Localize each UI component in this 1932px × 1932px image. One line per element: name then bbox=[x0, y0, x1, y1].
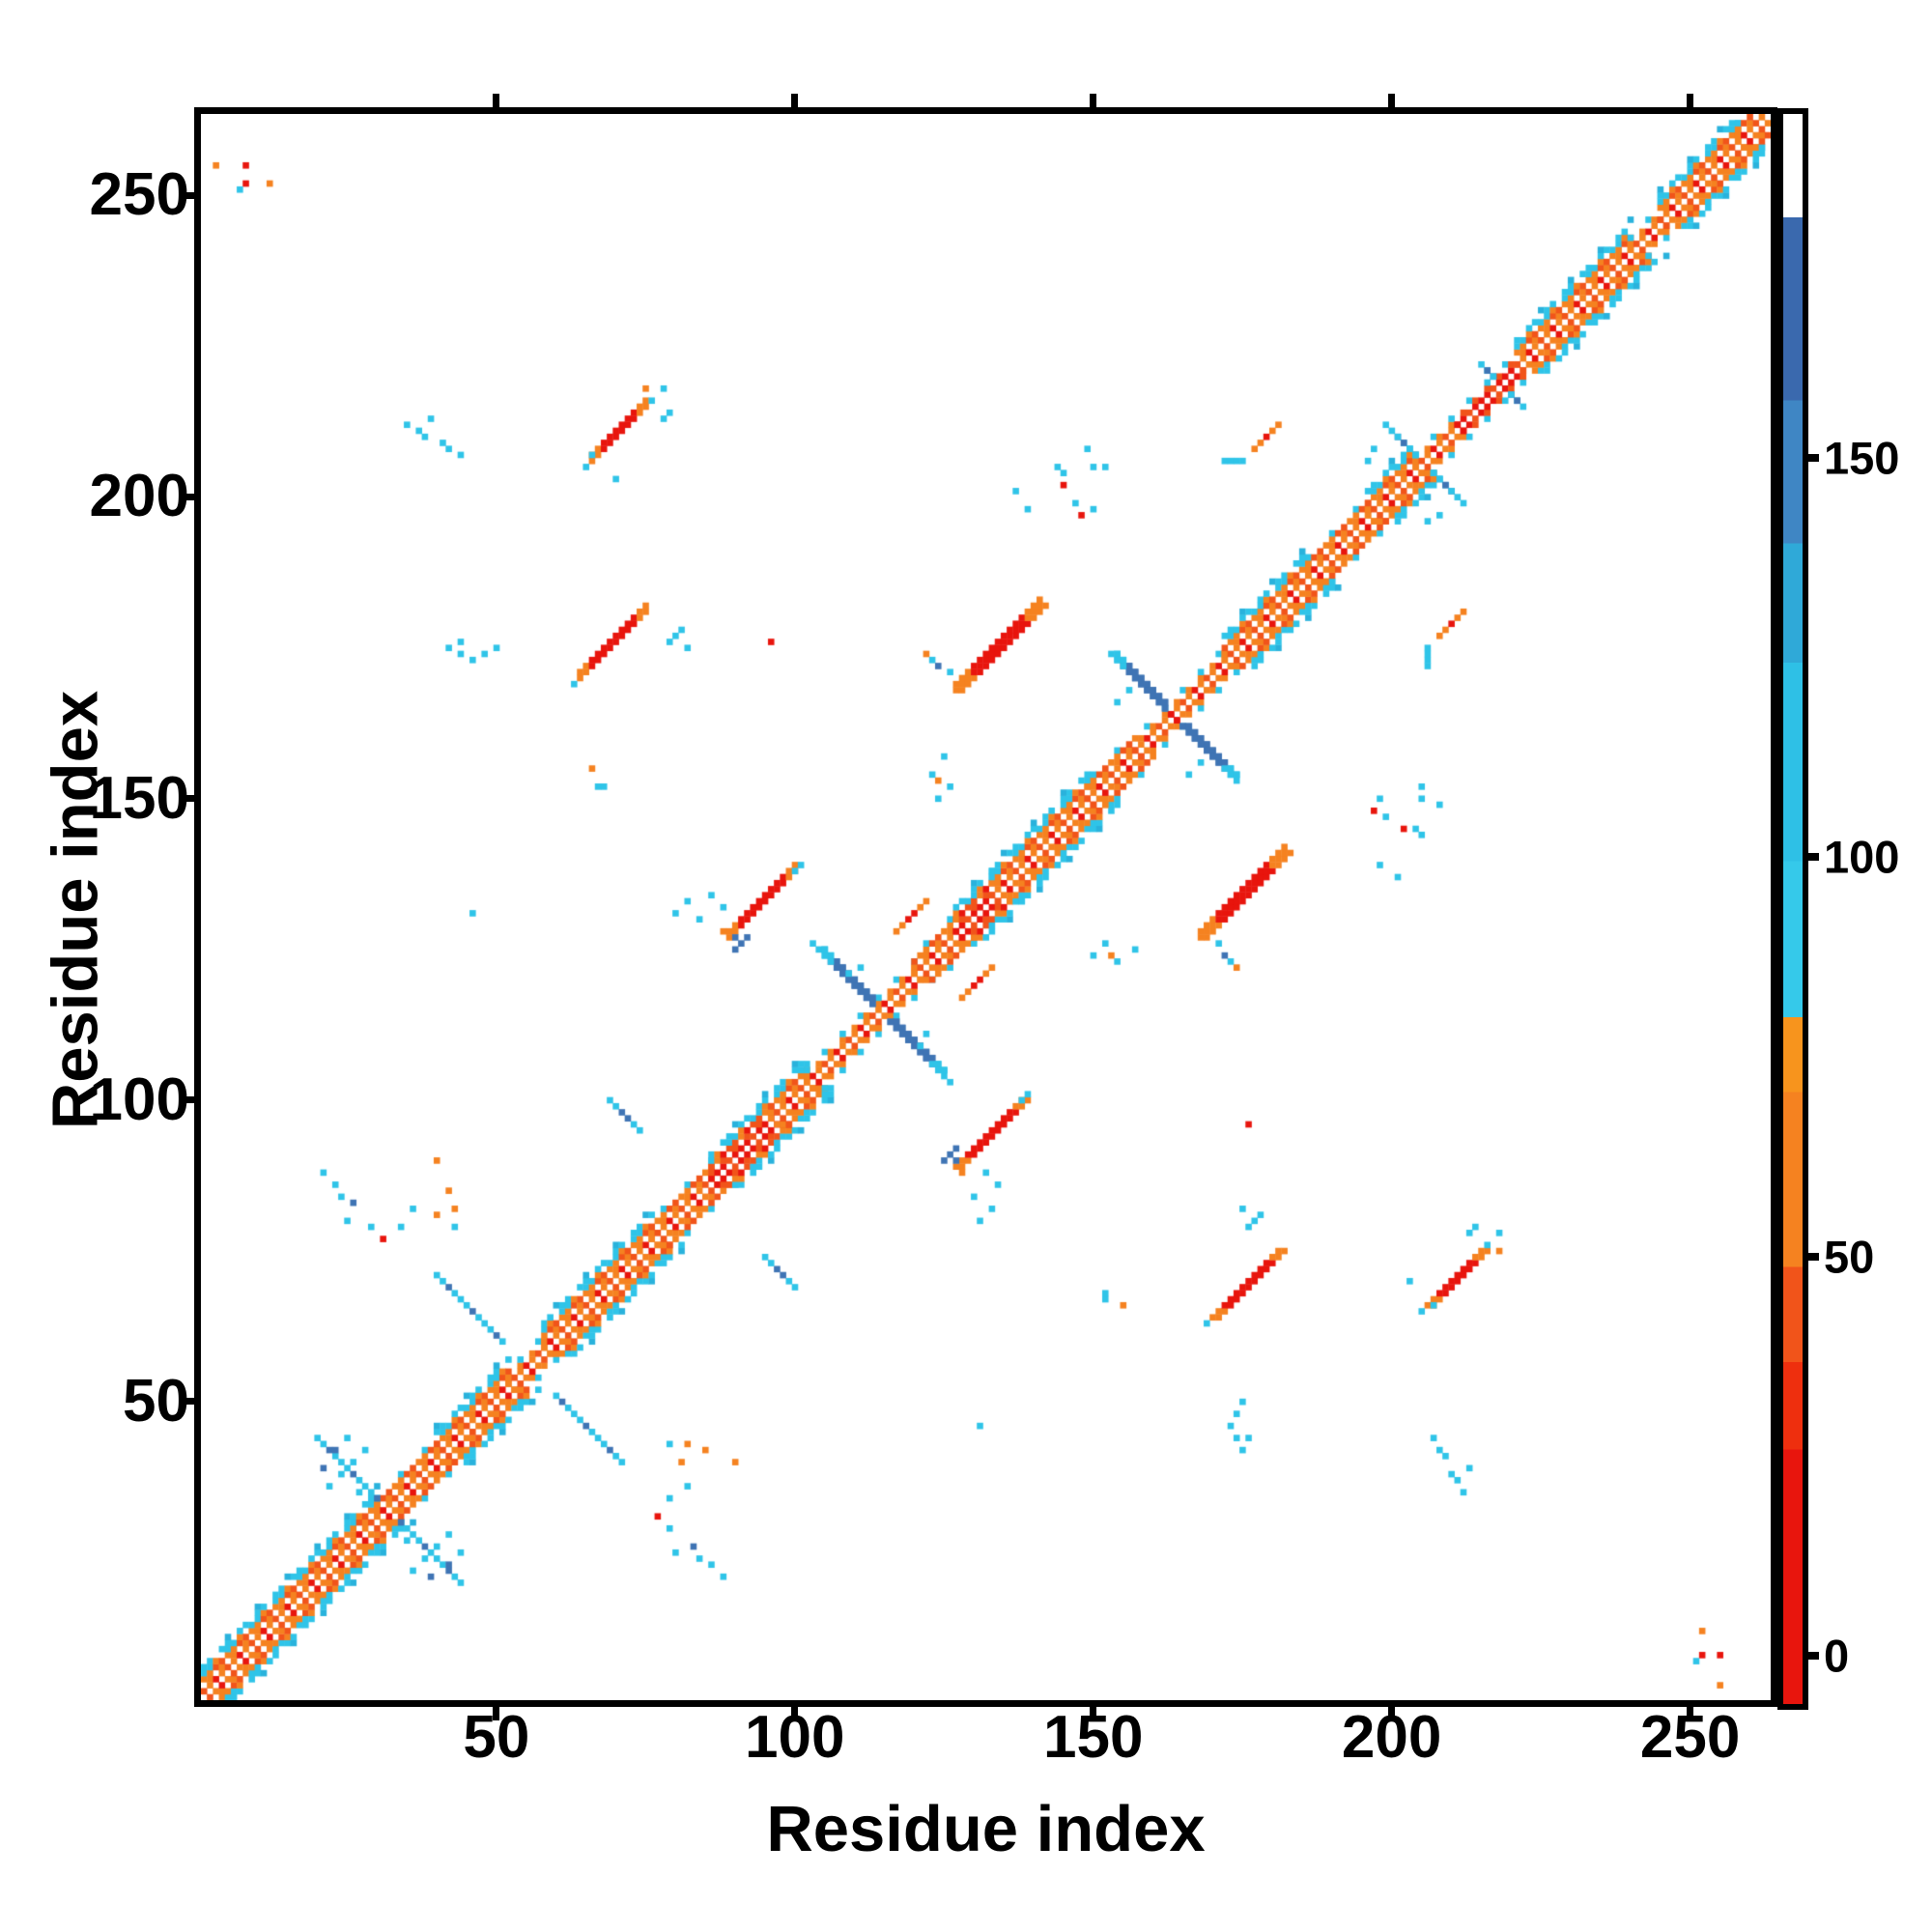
y-tick-label: 150 bbox=[89, 764, 189, 832]
y-tick-left bbox=[181, 795, 194, 803]
colorbar-tick bbox=[1808, 1652, 1819, 1661]
y-tick-label: 200 bbox=[89, 463, 189, 530]
x-axis-title: Residue index bbox=[766, 1793, 1206, 1865]
y-tick-left bbox=[181, 493, 194, 500]
x-tick-bottom bbox=[791, 1707, 799, 1720]
colorbar-tick bbox=[1808, 853, 1819, 862]
x-tick-top bbox=[493, 94, 500, 107]
colorbar-tick bbox=[1808, 1252, 1819, 1261]
x-tick-top bbox=[1388, 94, 1396, 107]
colorbar-tick bbox=[1808, 453, 1819, 462]
y-tick-label: 100 bbox=[89, 1065, 189, 1133]
contact-map-canvas bbox=[201, 114, 1771, 1700]
x-tick-label: 200 bbox=[1341, 1704, 1442, 1771]
x-tick-top bbox=[791, 94, 799, 107]
y-tick-left bbox=[181, 1096, 194, 1104]
x-tick-label: 250 bbox=[1639, 1704, 1741, 1771]
x-tick-top bbox=[1687, 94, 1694, 107]
x-tick-label: 100 bbox=[745, 1704, 845, 1771]
x-tick-top bbox=[1090, 94, 1097, 107]
y-axis-title: Residue index bbox=[39, 690, 112, 1130]
colorbar-tick-label: 0 bbox=[1824, 1630, 1850, 1682]
x-tick-label: 50 bbox=[463, 1704, 530, 1771]
x-tick-bottom bbox=[1388, 1707, 1396, 1720]
colorbar-tick-label: 100 bbox=[1824, 831, 1900, 883]
colorbar-tick-label: 50 bbox=[1824, 1231, 1875, 1283]
y-tick-left bbox=[181, 191, 194, 199]
x-tick-bottom bbox=[1687, 1707, 1694, 1720]
y-tick-left bbox=[181, 1398, 194, 1406]
colorbar-tick-label: 150 bbox=[1824, 432, 1900, 484]
x-tick-label: 150 bbox=[1042, 1704, 1144, 1771]
y-tick-label: 250 bbox=[89, 161, 189, 229]
colorbar bbox=[1777, 108, 1808, 1710]
x-tick-bottom bbox=[1090, 1707, 1097, 1720]
x-tick-bottom bbox=[493, 1707, 500, 1720]
y-tick-label: 50 bbox=[123, 1367, 189, 1435]
